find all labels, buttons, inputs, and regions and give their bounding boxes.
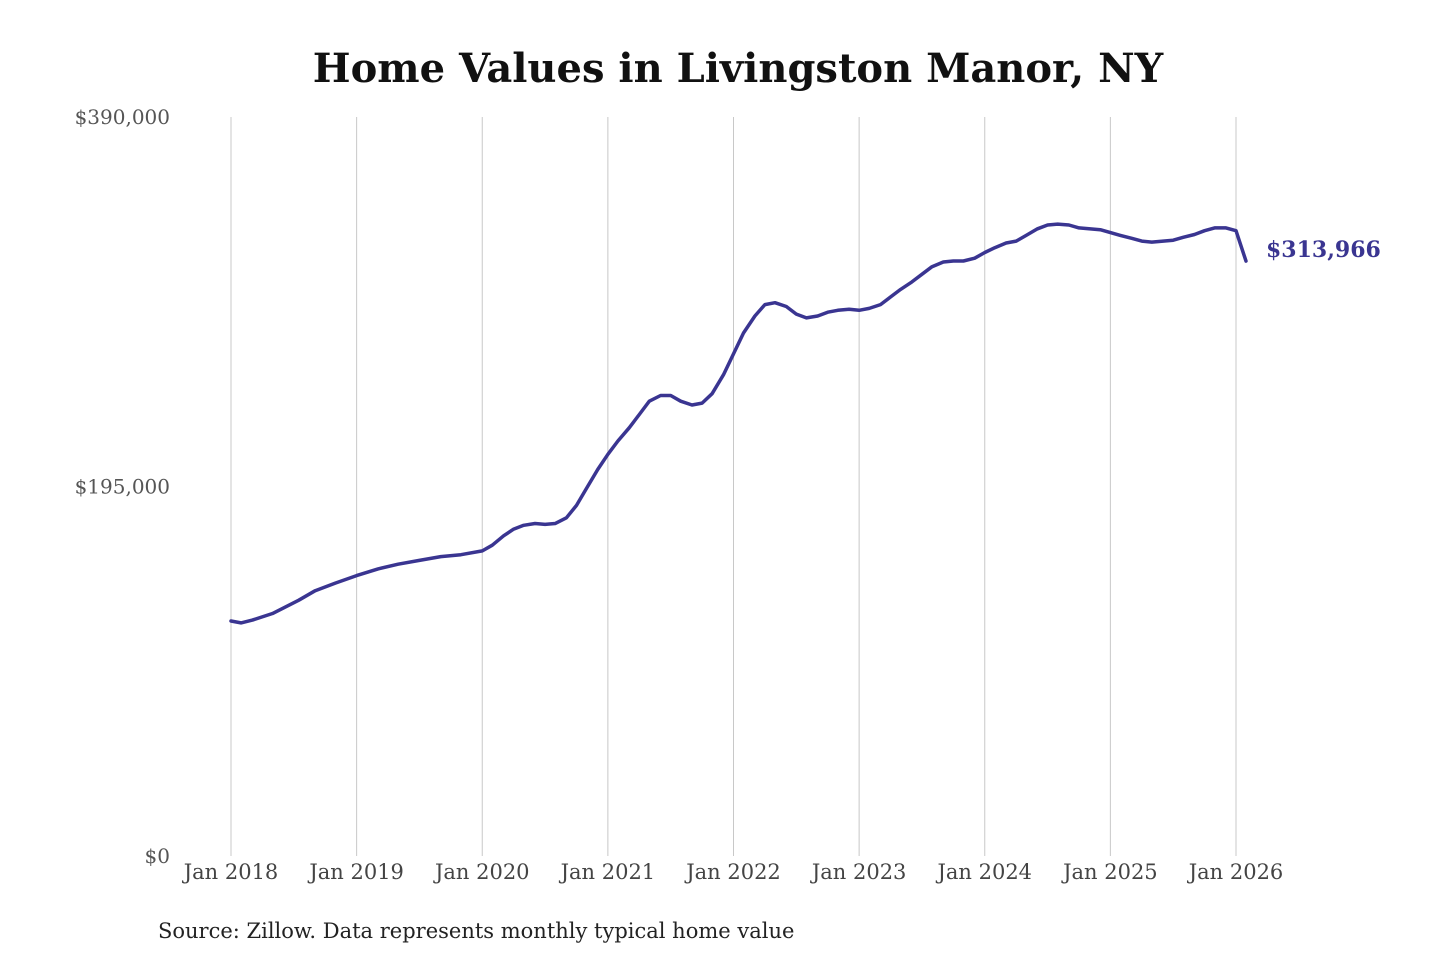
y-axis-ticks: $0 $195,000 $390,000 bbox=[75, 105, 170, 868]
x-tick-label: Jan 2023 bbox=[810, 860, 907, 884]
x-tick-label: Jan 2026 bbox=[1187, 860, 1284, 884]
source-note: Source: Zillow. Data represents monthly … bbox=[158, 919, 794, 943]
gridlines bbox=[230, 117, 1237, 856]
x-tick-label: Jan 2022 bbox=[684, 860, 781, 884]
x-tick-label: Jan 2021 bbox=[559, 860, 656, 884]
y-tick-label: $195,000 bbox=[75, 475, 170, 499]
x-axis-ticks: Jan 2018 Jan 2019 Jan 2020 Jan 2021 Jan 2022… bbox=[182, 860, 1284, 884]
chart-title: Home Values in Livingston Manor, NY bbox=[313, 45, 1164, 92]
y-tick-label: $0 bbox=[145, 844, 170, 868]
y-tick-label: $390,000 bbox=[75, 105, 170, 129]
home-value-series-line bbox=[229, 222, 1248, 625]
end-value-label: $313,966 bbox=[1266, 237, 1381, 263]
x-tick-label: Jan 2020 bbox=[433, 860, 530, 884]
x-tick-label: Jan 2018 bbox=[182, 860, 279, 884]
x-tick-label: Jan 2019 bbox=[307, 860, 404, 884]
x-tick-label: Jan 2024 bbox=[935, 860, 1032, 884]
x-tick-label: Jan 2025 bbox=[1061, 860, 1158, 884]
